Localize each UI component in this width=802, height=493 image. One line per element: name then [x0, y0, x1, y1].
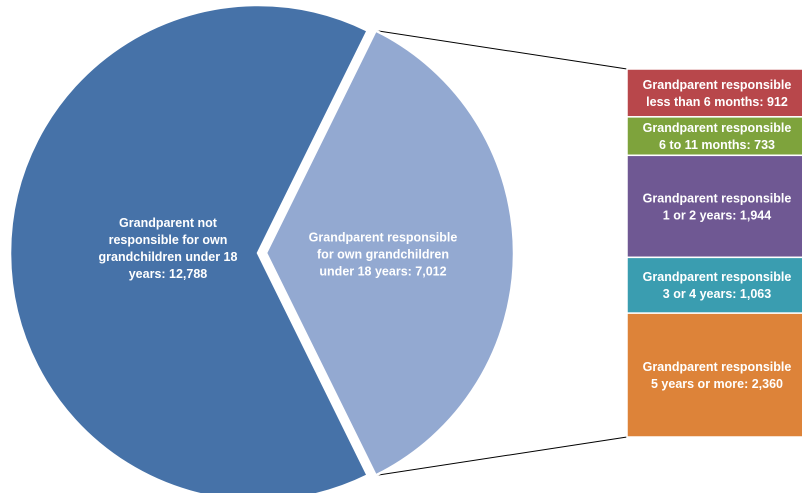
bar-segment-label-line: Grandparent responsible [643, 270, 792, 284]
pie-slice-responsible-label: Grandparent responsible for own grandchil… [309, 231, 458, 279]
bar-segment-label: Grandparent responsible 5 years or more: … [643, 360, 792, 391]
connector-line-top [375, 30, 628, 70]
bar-segment [626, 116, 802, 157]
bar-segment-label: Grandparent responsible less than 6 month… [643, 78, 792, 109]
bar-segment-label: Grandparent responsible 1 or 2 years: 1,9… [643, 191, 792, 222]
pie-slice-not-responsible-label: Grandparent not responsible for own grandc… [99, 216, 238, 281]
pie-slice-responsible-label-line: Grandparent responsible [309, 231, 458, 245]
stacked-bar: Grandparent responsible less than 6 month… [626, 68, 802, 438]
bar-segment-label-line: 5 years or more: 2,360 [651, 377, 783, 391]
pie-slice-responsible [264, 28, 516, 478]
bar-segment-label-line: less than 6 months: 912 [646, 95, 788, 109]
bar-segment-label-line: 3 or 4 years: 1,063 [663, 287, 771, 301]
bar-segment [626, 256, 802, 314]
bar-segment-label: Grandparent responsible 6 to 11 months: 7… [643, 121, 792, 152]
bar-segment-label-line: Grandparent responsible [643, 78, 792, 92]
connector-line-bottom [375, 436, 628, 476]
pie-slice-not-responsible-label-line: years: 12,788 [129, 267, 208, 281]
pie-slice-not-responsible [8, 3, 370, 493]
pie-slice-not-responsible-label-line: responsible for own [109, 233, 228, 247]
pie-slice-responsible-label-line: under 18 years: 7,012 [319, 265, 446, 279]
bar-segment-label-line: Grandparent responsible [643, 360, 792, 374]
connector-lines [375, 30, 628, 476]
bar-segment-label-line: 1 or 2 years: 1,944 [663, 208, 771, 222]
bar-segment-label-line: 6 to 11 months: 733 [659, 138, 775, 152]
pie: Grandparent not responsible for own grandc… [8, 3, 516, 493]
pie-slice-responsible-label-line: for own grandchildren [317, 248, 449, 262]
bar-segment [626, 312, 802, 438]
bar-segment-label-line: Grandparent responsible [643, 121, 792, 135]
bar-segment [626, 68, 802, 118]
pie-slice-not-responsible-label-line: grandchildren under 18 [99, 250, 238, 264]
bar-segment-label: Grandparent responsible 3 or 4 years: 1,0… [643, 270, 792, 301]
bar-segment-label-line: Grandparent responsible [643, 191, 792, 205]
bar-segment [626, 154, 802, 259]
pie-slice-not-responsible-label-line: Grandparent not [119, 216, 218, 230]
